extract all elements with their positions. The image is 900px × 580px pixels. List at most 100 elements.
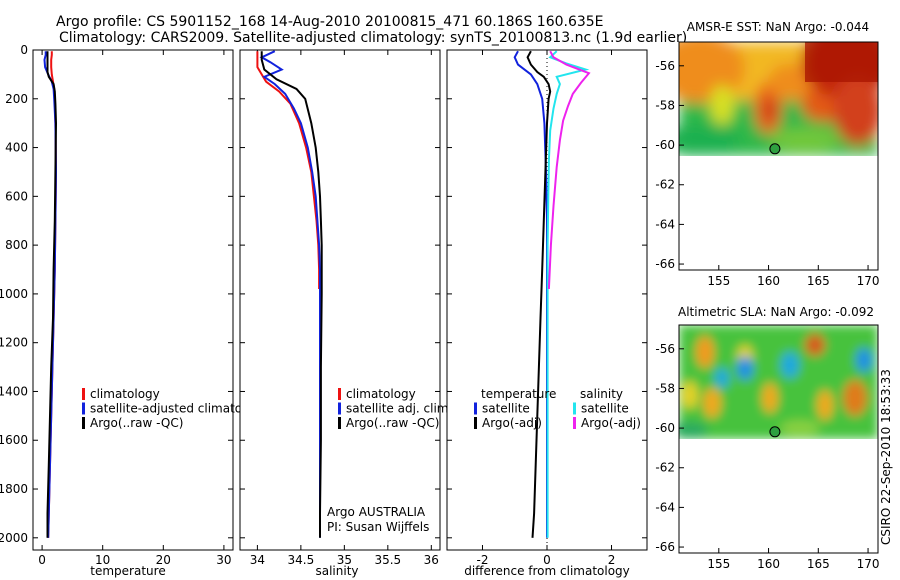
legend-swatch [573,402,576,415]
map-y-tick-label: -56 [655,342,675,356]
salinity-xlabel: salinity [315,564,358,578]
x-tick-label: 35 [337,553,352,567]
legend-label: Argo(..raw -QC) [90,416,183,430]
x-tick-label: 10 [95,553,110,567]
map-y-tick-label: -58 [655,381,675,395]
map-y-tick-label: -60 [655,138,675,152]
map-x-tick-label: 170 [857,274,880,288]
sst-map-frame [678,41,879,271]
series-line [46,51,58,538]
sst-map-ticks: 155 160 165 170 -56 -58 -60 -62 -64 -66 [655,59,879,288]
y-tick-label: 1000 [0,287,28,301]
legend-label: temperature [481,387,556,401]
x-tick-label: 35.5 [374,553,401,567]
y-tick-label: 2000 [0,531,28,545]
x-tick-label: 36 [424,553,439,567]
legend-swatch [474,417,477,429]
series-line [259,50,321,538]
legend-swatch [82,388,85,400]
difference-xlabel: difference from climatology [464,564,630,578]
series-line [547,50,591,290]
y-tick-label: 800 [5,238,28,252]
temperature-xlabel: temperature [90,564,165,578]
salinity-lines [256,50,323,538]
header-line-1: Argo profile: CS 5901152_168 14-Aug-2010… [56,14,604,30]
map-x-tick-label: 165 [807,274,830,288]
legend-label: satellite-adjusted climatology [90,402,268,416]
y-tick-label: 200 [5,92,28,106]
legend-swatch [338,417,341,429]
difference-lines [513,50,591,550]
x-tick-label: 30 [216,553,231,567]
header-line-2: Climatology: CARS2009. Satellite-adjuste… [59,30,687,46]
x-tick-label: 0 [543,553,551,567]
legend-label: Argo(-adj) [581,416,641,430]
legend-label: climatology [90,387,160,401]
sst-map-panel: AMSR-E SST: NaN Argo: -0.044 155 160 165 17 [655,20,879,288]
temperature-profile-panel: 0 10 20 30 0 200 400 600 800 1000 1200 1400 1600 1800… [0,43,268,578]
series-line [260,51,323,538]
sla-map-ticks: 155 160 165 170 -56 -58 -60 -62 -64 -66 [655,342,879,571]
map-x-tick-label: 160 [757,274,780,288]
argo-pi-label: PI: Susan Wijffels [327,520,429,534]
map-y-tick-label: -64 [655,217,675,231]
difference-profile-panel: -2 0 2 difference from climatology tempera… [446,49,648,578]
legend-label: Argo(..raw -QC) [346,416,439,430]
series-line [526,50,552,538]
legend-swatch [338,402,341,415]
legend-label: satellite [482,402,530,416]
map-x-tick-label: 165 [807,557,830,571]
sla-map-title: Altimetric SLA: NaN Argo: -0.092 [678,305,874,319]
sst-argo-marker [769,143,781,155]
map-y-tick-label: -62 [655,461,675,475]
legend-label: satellite adj. clim. [346,402,452,416]
legend-label: Argo(-adj) [482,416,542,430]
argo-owner-label: Argo AUSTRALIA [327,505,426,519]
y-tick-label: 1200 [0,336,28,350]
csiro-timestamp: CSIRO 22-Sep-2010 18:53:33 [879,369,893,545]
map-x-tick-label: 155 [707,274,730,288]
y-tick-label: 1800 [0,482,28,496]
legend-label: climatology [346,387,416,401]
x-tick-label: 0 [38,553,46,567]
salinity-axes [239,49,441,551]
map-y-tick-label: -56 [655,59,675,73]
x-tick-label: 2 [608,553,616,567]
sla-argo-marker [769,426,781,438]
legend-label: salinity [580,387,623,401]
series-line [546,50,590,538]
legend-swatch [338,388,341,400]
map-y-tick-label: -66 [655,540,675,554]
salinity-profile-panel: 34 34.5 35 35.5 36 salinity climatologysatel… [239,49,452,578]
map-y-tick-label: -58 [655,98,675,112]
salinity-ticks: 34 34.5 35 35.5 36 [240,49,440,567]
map-y-tick-label: -64 [655,500,675,514]
sla-field [679,325,878,553]
temperature-ticks: 0 10 20 30 0 200 400 600 800 1000 1200 1400 1600 1800… [0,43,233,567]
map-y-tick-label: -62 [655,178,675,192]
y-tick-label: 0 [20,43,28,57]
map-x-tick-label: 155 [707,557,730,571]
map-y-tick-label: -60 [655,421,675,435]
y-tick-label: 400 [5,141,28,155]
temperature-lines [43,51,58,538]
legend-swatch [474,402,477,415]
map-y-tick-label: -66 [655,257,675,271]
map-x-tick-label: 160 [757,557,780,571]
x-tick-label: -2 [476,553,488,567]
y-tick-label: 1600 [0,433,28,447]
sst-field [679,42,878,270]
legend-swatch [82,417,85,429]
x-tick-label: 34 [250,553,265,567]
difference-legend: temperaturesatelliteArgo(-adj)salinitysa… [474,387,641,430]
legend-swatch [573,417,576,429]
x-tick-label: 34.5 [288,553,315,567]
sla-map-frame [678,324,879,554]
y-tick-label: 600 [5,189,28,203]
map-x-tick-label: 170 [857,557,880,571]
temperature-axes [32,49,234,551]
legend-swatch [82,402,85,415]
